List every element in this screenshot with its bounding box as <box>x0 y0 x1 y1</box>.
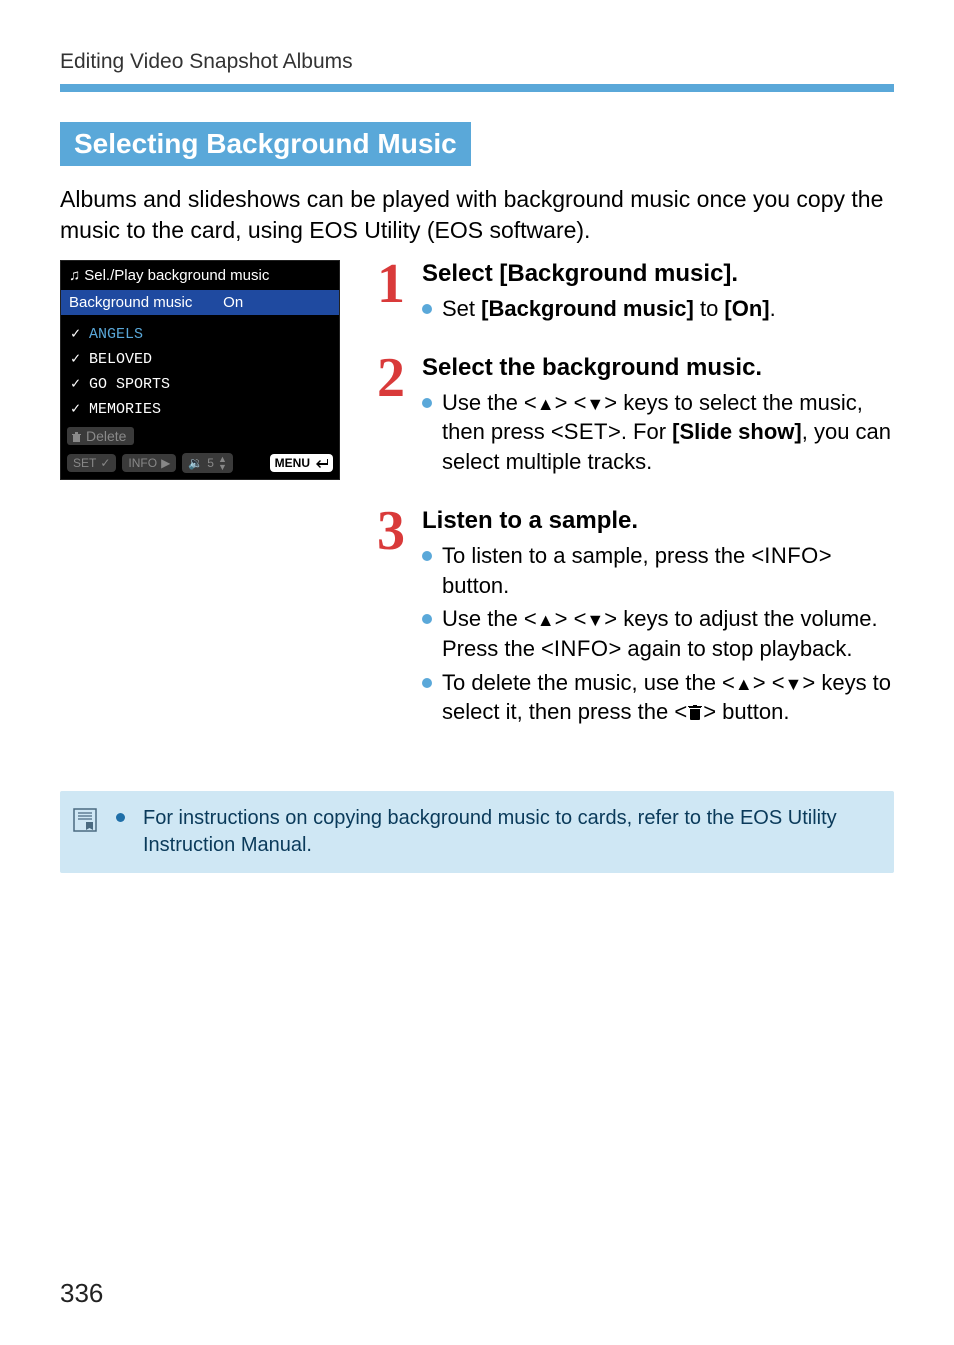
volume-pill: 🔉5 ▲▼ <box>182 453 233 473</box>
return-icon <box>316 458 328 468</box>
check-icon: ✓ <box>71 324 89 343</box>
step-title: Select [Background music]. <box>422 260 894 288</box>
camera-menu-bgmusic-label: Background music <box>69 294 219 311</box>
bullet-text: Set [Background music] to [On]. <box>442 294 894 324</box>
trash-icon <box>71 431 82 443</box>
bullet-text: Use the <> <> keys to adjust the volume.… <box>442 604 894 663</box>
step-title: Listen to a sample. <box>422 507 894 535</box>
set-key-icon: SET <box>564 419 608 444</box>
down-key-icon <box>586 606 604 631</box>
set-pill: SET ✓ <box>67 454 116 472</box>
step-bullet: Use the <> <> keys to adjust the volume.… <box>422 604 894 663</box>
camera-menu-delete-row: Delete <box>61 425 339 448</box>
intro-text: Albums and slideshows can be played with… <box>60 184 894 246</box>
camera-menu-track: ✓GO SPORTS <box>65 371 335 396</box>
step: 2 Select the background music. Use the <> … <box>370 354 894 481</box>
camera-menu-title: ♫Sel./Play background music <box>61 261 339 290</box>
step-number: 3 <box>370 509 412 733</box>
step-bullet: To delete the music, use the <> <> keys … <box>422 668 894 727</box>
bullet-text: To listen to a sample, press the <INFO> … <box>442 541 894 600</box>
up-key-icon <box>735 670 753 695</box>
trash-key-icon <box>687 699 703 724</box>
camera-menu-screenshot: ♫Sel./Play background music Background m… <box>60 260 340 480</box>
camera-menu-tracklist: ✓ANGELS ✓BELOVED ✓GO SPORTS ✓MEMORIES <box>61 315 339 425</box>
camera-menu-bgmusic-value: On <box>223 294 243 311</box>
step-bullet: Set [Background music] to [On]. <box>422 294 894 324</box>
note-box: For instructions on copying background m… <box>60 791 894 873</box>
bullet-text: Use the <> <> keys to select the music, … <box>442 388 894 477</box>
up-key-icon <box>537 390 555 415</box>
bullet-dot <box>422 551 432 561</box>
bullet-dot <box>422 304 432 314</box>
step-title: Select the background music. <box>422 354 894 382</box>
camera-menu-track: ✓ANGELS <box>65 321 335 346</box>
manual-icon <box>72 807 98 841</box>
check-icon: ✓ <box>71 349 89 368</box>
page-header-title: Editing Video Snapshot Albums <box>60 50 894 74</box>
check-icon: ✓ <box>71 399 89 418</box>
bullet-dot <box>422 398 432 408</box>
header-rule <box>60 84 894 92</box>
up-key-icon <box>537 606 555 631</box>
page-number: 336 <box>60 1278 103 1309</box>
step-number: 2 <box>370 356 412 483</box>
down-key-icon <box>785 670 803 695</box>
camera-menu-bottom-bar: SET ✓ INFO ▶ 🔉5 ▲▼ MENU <box>61 448 339 479</box>
bullet-dot <box>422 678 432 688</box>
bullet-dot <box>422 614 432 624</box>
step: 3 Listen to a sample. To listen to a sampl… <box>370 507 894 731</box>
play-icon: ▶ <box>161 456 170 470</box>
check-icon: ✓ <box>71 374 89 393</box>
info-key-icon: INFO <box>554 636 609 661</box>
section-title: Selecting Background Music <box>60 122 471 166</box>
step-number: 1 <box>370 262 412 330</box>
step-bullet: Use the <> <> keys to select the music, … <box>422 388 894 477</box>
step: 1 Select [Background music]. Set [Backgrou… <box>370 260 894 328</box>
music-note-icon: ♫ <box>69 267 80 284</box>
note-text: For instructions on copying background m… <box>143 805 880 859</box>
camera-menu-bgmusic-row: Background music On <box>61 290 339 315</box>
menu-pill: MENU <box>270 454 333 472</box>
bullet-dot <box>116 813 125 822</box>
camera-menu-track: ✓BELOVED <box>65 346 335 371</box>
info-pill: INFO ▶ <box>122 454 176 472</box>
info-key-icon: INFO <box>764 543 819 568</box>
camera-menu-track: ✓MEMORIES <box>65 396 335 421</box>
check-icon: ✓ <box>100 456 110 470</box>
bullet-text: To delete the music, use the <> <> keys … <box>442 668 894 727</box>
speaker-icon: 🔉 <box>188 456 203 470</box>
step-bullet: To listen to a sample, press the <INFO> … <box>422 541 894 600</box>
down-key-icon <box>586 390 604 415</box>
